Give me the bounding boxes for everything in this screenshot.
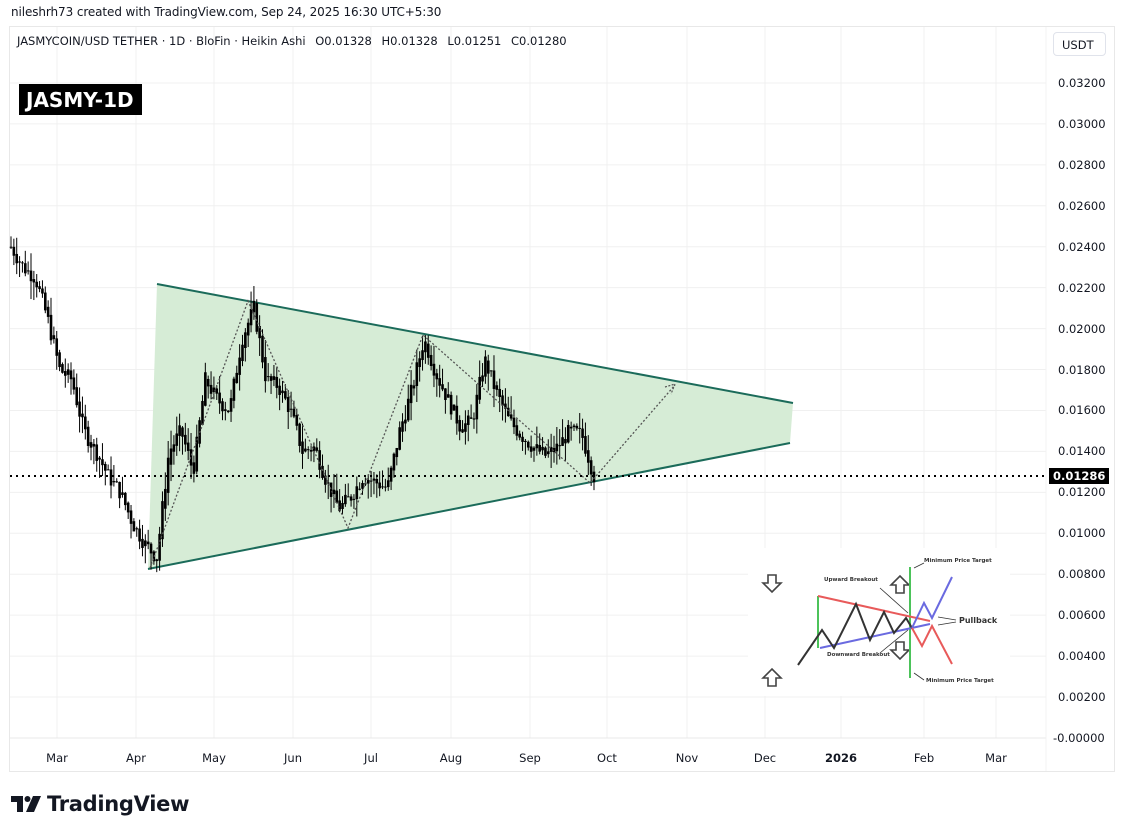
currency-selector[interactable]: USDT: [1053, 32, 1106, 56]
price-axis-label: 0.00400: [1058, 649, 1106, 664]
time-axis-label: Nov: [675, 751, 699, 765]
time-axis-label: Mar: [46, 751, 68, 765]
pullback-label: Pullback: [959, 616, 998, 625]
price-axis-label: 0.01000: [1058, 526, 1106, 541]
triangle-pattern-diagram: Upward Breakout Downward Breakout Minimu…: [748, 548, 1010, 696]
time-axis-label: Dec: [753, 751, 777, 765]
time-axis-label: May: [202, 751, 226, 765]
arrow-head-icon: [664, 383, 677, 395]
triangle-upper-trendline[interactable]: [156, 283, 794, 404]
time-axis-label: Oct: [597, 751, 617, 765]
price-axis-label: 0.00200: [1058, 690, 1106, 705]
time-axis-label: Sep: [519, 751, 541, 765]
price-axis-label: -0.00000: [1053, 731, 1105, 745]
price-axis-label: 0.03200: [1058, 75, 1106, 90]
price-axis-label: 0.02200: [1058, 280, 1106, 295]
ohlc-high: H0.01328: [381, 34, 438, 48]
time-axis-label: Jul: [364, 751, 378, 765]
chart-title-badge: JASMY-1D: [19, 84, 142, 115]
price-axis-label: 0.00600: [1058, 608, 1106, 623]
up-arrow-icon: [889, 574, 911, 594]
dotted-zigzag-path: [149, 299, 676, 569]
triangle-lower-trendline[interactable]: [147, 442, 791, 570]
up-arrow-icon: [761, 667, 783, 687]
ohlc-low: L0.01251: [447, 34, 502, 48]
down-arrow-icon: [761, 574, 783, 594]
candlestick-series: [9, 236, 596, 573]
price-axis-label: 0.01400: [1058, 444, 1106, 459]
price-axis-label: 0.01200: [1058, 485, 1106, 500]
ohlc-open: O0.01328: [315, 34, 372, 48]
current-price-tag: 0.01286: [1049, 468, 1110, 484]
tradingview-logo-text: TradingView: [47, 792, 190, 816]
tradingview-logo[interactable]: TradingView: [11, 792, 189, 816]
price-axis-label: 0.01800: [1058, 362, 1106, 377]
symbol-name: JASMYCOIN/USD TETHER · 1D · BloFin · Hei…: [17, 34, 306, 48]
chart-credit: nileshrh73 created with TradingView.com,…: [11, 5, 442, 19]
time-axis-label: Mar: [985, 751, 1007, 765]
min-price-target-top-label: Minimum Price Target: [924, 558, 992, 564]
price-axis-label: 0.03000: [1058, 116, 1106, 131]
price-axis-label: 0.02400: [1058, 239, 1106, 254]
chart-frame: [9, 26, 1115, 772]
price-axis-label: 0.02000: [1058, 321, 1106, 336]
price-axis-label: 0.01600: [1058, 403, 1106, 418]
downward-breakout-label: Downward Breakout: [827, 652, 890, 658]
time-axis-label: Apr: [126, 751, 146, 765]
time-axis-label: 2026: [824, 751, 858, 765]
price-axis-label: 0.02800: [1058, 157, 1106, 172]
time-axis-label: Aug: [439, 751, 463, 765]
time-axis-label: Feb: [913, 751, 935, 765]
upward-breakout-label: Upward Breakout: [824, 577, 878, 583]
min-price-target-bottom-label: Minimum Price Target: [926, 678, 994, 684]
symbol-legend: JASMYCOIN/USD TETHER · 1D · BloFin · Hei…: [17, 34, 573, 48]
triangle-fill: [148, 284, 793, 569]
price-axis-label: 0.00800: [1058, 567, 1106, 582]
down-arrow-icon: [889, 641, 911, 661]
price-axis-label: 0.02600: [1058, 198, 1106, 213]
ohlc-close: C0.01280: [511, 34, 567, 48]
time-axis-label: Jun: [284, 751, 302, 765]
tradingview-logo-icon: [11, 796, 41, 812]
